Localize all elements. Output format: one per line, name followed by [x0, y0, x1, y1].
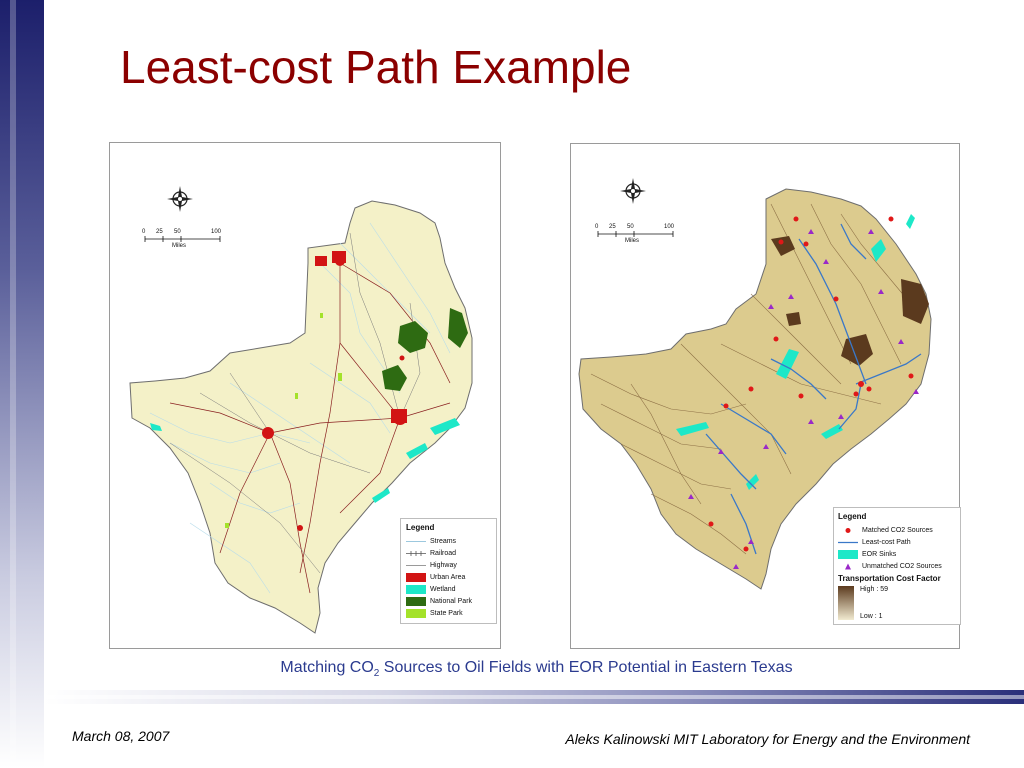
legend-item: Wetland: [406, 583, 492, 595]
cost-factor-title: Transportation Cost Factor: [838, 574, 941, 583]
legend-item: State Park: [406, 607, 492, 619]
wetlands: [150, 418, 460, 503]
legend-item: Streams: [406, 535, 492, 547]
caption-subscript: 2: [373, 668, 380, 680]
legend-item: Unmatched CO2 Sources: [838, 560, 956, 572]
legend-label: Urban Area: [430, 573, 466, 581]
legend-label: Least-cost Path: [862, 538, 911, 546]
eor-sinks: [676, 214, 915, 490]
legend-label: Streams: [430, 537, 457, 545]
scale-tick-0: 0: [142, 229, 146, 235]
urban-fill-icon: [406, 572, 426, 582]
legend-title: Legend: [838, 512, 867, 521]
legend-label: Wetland: [430, 585, 456, 593]
footer-accent-bar: [44, 690, 1024, 704]
cost-ramp: High : 59 Low : 1: [838, 586, 956, 620]
legend-label: National Park: [430, 597, 473, 605]
region-outline: [578, 188, 932, 590]
railroad-layer: [169, 262, 451, 594]
legend-item: Highway: [406, 559, 492, 571]
scale-tick-100: 100: [211, 229, 222, 235]
legend-title: Legend: [406, 523, 435, 532]
legend-item: Railroad: [406, 547, 492, 559]
scale-tick-50: 50: [627, 224, 634, 230]
footer-credit: Aleks Kalinowski MIT Laboratory for Ener…: [565, 731, 970, 747]
left-accent-bar: [0, 0, 44, 768]
region-outline: [129, 200, 473, 634]
legend-label: Matched CO2 Sources: [862, 526, 933, 534]
highway-line-icon: [406, 561, 426, 570]
urban-areas: [262, 251, 407, 531]
legend-infrastructure: Legend Streams Railroad Highway Urban Ar…: [400, 518, 497, 624]
national-park-fill-icon: [406, 596, 426, 606]
stream-line-icon: [406, 537, 426, 546]
state-parks: [225, 313, 342, 528]
matched-sources: [708, 216, 914, 552]
legend-label: Unmatched CO2 Sources: [862, 562, 942, 570]
legend-item: Least-cost Path: [838, 536, 956, 548]
scale-bar: [597, 231, 674, 237]
state-park-fill-icon: [406, 608, 426, 618]
compass-rose-icon: [620, 178, 646, 204]
compass-rose-icon: [167, 186, 193, 212]
cost-low-label: Low : 1: [860, 613, 883, 620]
map-infrastructure: 0 25 50 100 Miles Legend Streams Railroa…: [109, 142, 501, 649]
cyan-fill-icon: [838, 549, 858, 559]
purple-triangle-icon: [838, 562, 858, 571]
cost-high-label: High : 59: [860, 586, 889, 593]
scale-tick-25: 25: [156, 229, 163, 235]
wetland-fill-icon: [406, 584, 426, 594]
slide-title: Least-cost Path Example: [120, 41, 632, 93]
national-parks: [382, 308, 468, 391]
caption-suffix: Sources to Oil Fields with EOR Potential…: [379, 659, 793, 676]
legend-item: National Park: [406, 595, 492, 607]
map-least-cost: 0 25 50 100 Miles Legend Matched CO2 Sou…: [570, 143, 961, 649]
cost-gradient-swatch: [838, 586, 854, 620]
legend-label: State Park: [430, 609, 463, 617]
scale-tick-25: 25: [609, 224, 616, 230]
scale-bar: [144, 236, 221, 242]
legend-least-cost: Legend Matched CO2 Sources Least-cost Pa…: [833, 507, 961, 625]
unmatched-sources: [688, 229, 919, 569]
scale-tick-100: 100: [664, 224, 675, 230]
map-infrastructure-canvas: [129, 186, 473, 634]
legend-label: Railroad: [430, 549, 457, 557]
high-cost-areas: [771, 236, 929, 366]
scale-tick-50: 50: [174, 229, 181, 235]
caption-prefix: Matching CO: [280, 659, 374, 676]
cost-ramp-labels: High : 59 Low : 1: [860, 586, 888, 620]
scale-tick-0: 0: [595, 224, 599, 230]
scale-unit: Miles: [625, 238, 640, 244]
legend-label: EOR Sinks: [862, 550, 897, 558]
figure-caption: Matching CO2 Sources to Oil Fields with …: [0, 659, 1024, 679]
blue-line-icon: [838, 538, 858, 547]
highway-layer: [169, 232, 421, 574]
map-least-cost-canvas: [578, 178, 932, 590]
legend-item: Urban Area: [406, 571, 492, 583]
cost-streams-layer: [590, 203, 912, 555]
scale-unit: Miles: [172, 243, 187, 249]
legend-item: Matched CO2 Sources: [838, 524, 956, 536]
red-dot-icon: [838, 526, 858, 535]
legend-item: EOR Sinks: [838, 548, 956, 560]
legend-label: Highway: [430, 561, 457, 569]
railroad-line-icon: [406, 549, 426, 558]
footer-date: March 08, 2007: [72, 728, 170, 744]
